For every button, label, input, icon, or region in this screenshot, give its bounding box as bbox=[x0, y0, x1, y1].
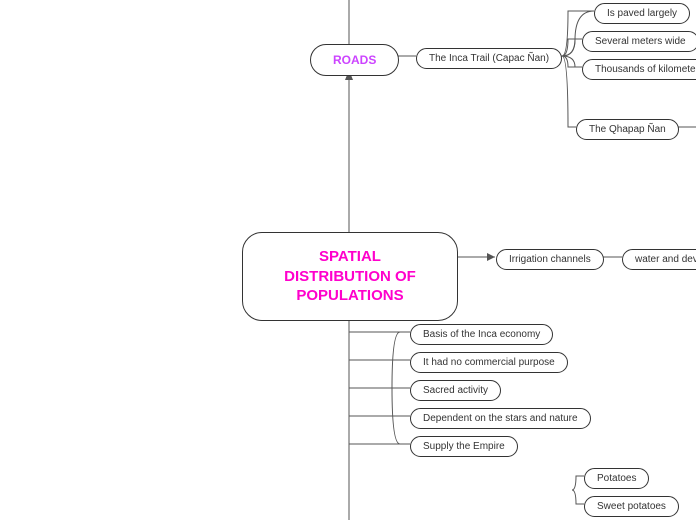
econ-sacred-node[interactable]: Sacred activity bbox=[410, 380, 501, 401]
econ-stars-node[interactable]: Dependent on the stars and nature bbox=[410, 408, 591, 429]
econ-supply-label: Supply the Empire bbox=[423, 441, 505, 452]
feature-paved-label: Is paved largely bbox=[607, 8, 677, 19]
econ-sacred-label: Sacred activity bbox=[423, 385, 488, 396]
qhapap-node[interactable]: The Qhapap Ñan bbox=[576, 119, 679, 140]
irrigation-node[interactable]: Irrigation channels bbox=[496, 249, 604, 270]
econ-basis-label: Basis of the Inca economy bbox=[423, 329, 540, 340]
crop-potatoes-label: Potatoes bbox=[597, 473, 636, 484]
feature-wide-label: Several meters wide bbox=[595, 36, 686, 47]
irrigation-label: Irrigation channels bbox=[509, 254, 591, 265]
econ-stars-label: Dependent on the stars and nature bbox=[423, 413, 578, 424]
crop-sweet-label: Sweet potatoes bbox=[597, 501, 666, 512]
inca-trail-node[interactable]: The Inca Trail (Capac Ñan) bbox=[416, 48, 562, 69]
feature-paved-node[interactable]: Is paved largely bbox=[594, 3, 690, 24]
feature-long-node[interactable]: Thousands of kilometers long bbox=[582, 59, 696, 80]
econ-commercial-label: It had no commercial purpose bbox=[423, 357, 555, 368]
crop-sweet-node[interactable]: Sweet potatoes bbox=[584, 496, 679, 517]
center-node[interactable]: SPATIAL DISTRIBUTION OF POPULATIONS bbox=[242, 232, 458, 321]
water-node[interactable]: water and development bbox=[622, 249, 696, 270]
crop-potatoes-node[interactable]: Potatoes bbox=[584, 468, 649, 489]
feature-long-label: Thousands of kilometers long bbox=[595, 64, 696, 75]
econ-basis-node[interactable]: Basis of the Inca economy bbox=[410, 324, 553, 345]
qhapap-label: The Qhapap Ñan bbox=[589, 124, 666, 135]
roads-label: ROADS bbox=[333, 53, 376, 67]
roads-node[interactable]: ROADS bbox=[310, 44, 399, 76]
center-label: SPATIAL DISTRIBUTION OF POPULATIONS bbox=[265, 247, 435, 306]
water-label: water and development bbox=[635, 254, 696, 265]
inca-trail-label: The Inca Trail (Capac Ñan) bbox=[429, 53, 549, 64]
econ-supply-node[interactable]: Supply the Empire bbox=[410, 436, 518, 457]
econ-commercial-node[interactable]: It had no commercial purpose bbox=[410, 352, 568, 373]
feature-wide-node[interactable]: Several meters wide bbox=[582, 31, 696, 52]
